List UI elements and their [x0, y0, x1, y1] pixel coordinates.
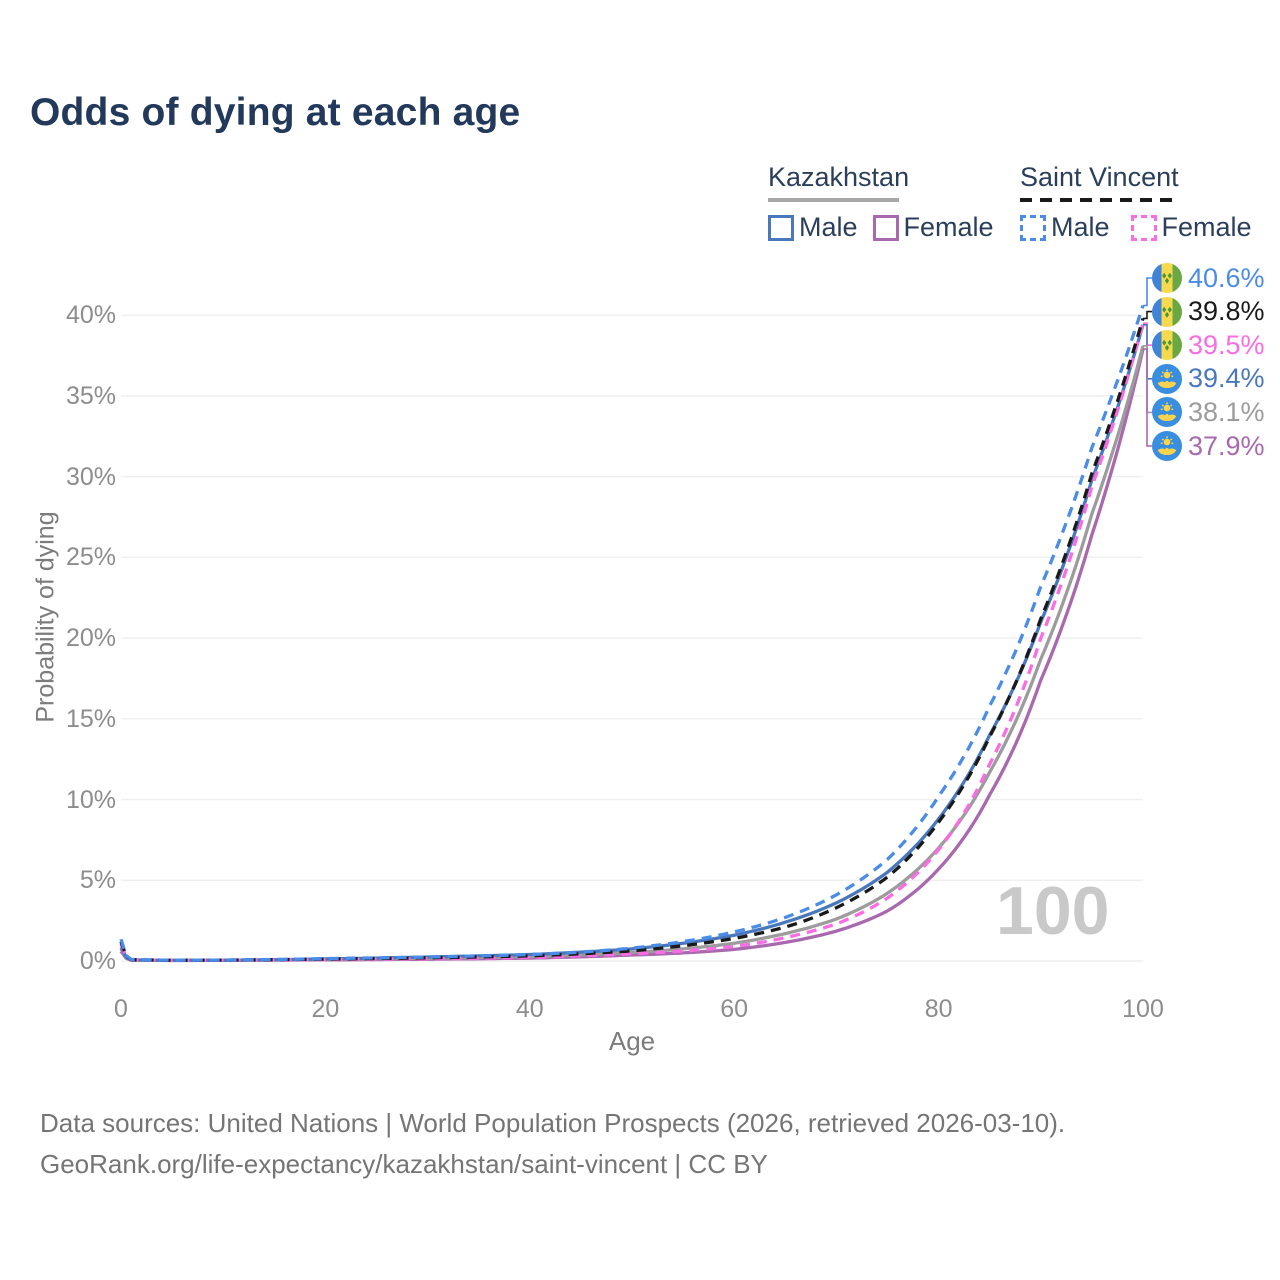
x-tick-label: 0 — [114, 995, 128, 1023]
legend-item-label: Female — [1161, 212, 1252, 242]
end-label-connector — [1143, 348, 1152, 447]
x-tick-label: 40 — [515, 995, 544, 1023]
x-tick-label: 20 — [311, 995, 340, 1023]
end-label-value: 39.5% — [1188, 329, 1265, 360]
end-label-value: 38.1% — [1188, 396, 1265, 427]
kazakhstan-male-swatch — [768, 214, 794, 241]
saint-vincent-male-swatch — [1020, 214, 1046, 241]
end-label-value: 40.6% — [1188, 262, 1265, 293]
attribution-text: GeoRank.org/life-expectancy/kazakhstan/s… — [40, 1149, 768, 1179]
end-label-kazakhstan: 38.1% — [1152, 396, 1265, 428]
legend-group-kazakhstan: Kazakhstan Male Female — [768, 162, 994, 243]
end-label-kazakhstan-female: 37.9% — [1152, 431, 1265, 461]
y-tick-label: 10% — [65, 785, 116, 814]
saint-vincent-flag-icon — [1152, 296, 1182, 327]
series-line-saint-vincent — [119, 317, 1145, 962]
saint-vincent-flag-icon — [1152, 330, 1182, 361]
series-line-saint-vincent-female — [119, 322, 1145, 963]
x-tick-label: 100 — [1122, 995, 1164, 1023]
series-line-kazakhstan-male — [119, 324, 1145, 963]
x-axis-title: Age — [608, 1026, 656, 1056]
series-line-kazakhstan — [119, 345, 1145, 963]
kazakhstan-female-swatch — [872, 214, 899, 241]
x-tick-label: 80 — [924, 995, 953, 1023]
legend-item-kazakhstan-female[interactable]: Female — [872, 212, 994, 243]
kazakhstan-flag-icon — [1152, 363, 1182, 394]
series-line-saint-vincent-male — [119, 304, 1145, 962]
kazakhstan-flag-icon — [1152, 397, 1182, 428]
end-label-saint-vincent-female: 39.5% — [1152, 329, 1265, 361]
legend-item-saint-vincent-male[interactable]: Male — [1020, 212, 1110, 243]
end-label-value: 37.9% — [1188, 430, 1265, 461]
y-tick-label: 25% — [65, 543, 116, 572]
y-tick-label: 0% — [79, 947, 116, 975]
legend-item-saint-vincent-female[interactable]: Female — [1130, 212, 1252, 243]
legend-item-label: Male — [799, 212, 858, 242]
y-tick-label: 40% — [65, 301, 116, 330]
saint-vincent-female-swatch — [1130, 214, 1157, 241]
legend-item-label: Female — [903, 212, 994, 242]
legend-item-kazakhstan-male[interactable]: Male — [768, 212, 858, 243]
end-label-connector — [1143, 277, 1152, 307]
kazakhstan-flag-icon — [1152, 431, 1182, 461]
end-label-saint-vincent-male: 40.6% — [1152, 263, 1265, 293]
legend-item-label: Male — [1051, 212, 1110, 242]
series-line-kazakhstan-female — [119, 348, 1145, 963]
end-label-value: 39.4% — [1188, 363, 1265, 394]
legend-country-saint-vincent[interactable]: Saint Vincent — [1020, 162, 1179, 192]
end-label-kazakhstan-male: 39.4% — [1152, 363, 1265, 394]
legend-country-kazakhstan[interactable]: Kazakhstan — [768, 162, 910, 192]
y-tick-label: 35% — [65, 381, 116, 410]
saint-vincent-flag-icon — [1152, 263, 1182, 293]
end-label-connector — [1143, 310, 1152, 320]
end-label-value: 39.8% — [1188, 296, 1265, 327]
legend-group-saint-vincent: Saint Vincent Male Female — [1020, 162, 1252, 243]
end-label-saint-vincent: 39.8% — [1152, 296, 1265, 327]
y-tick-label: 5% — [79, 866, 116, 895]
saint-vincent-linestyle-swatch — [1020, 198, 1177, 202]
y-tick-label: 15% — [65, 704, 116, 733]
x-tick-label: 60 — [720, 995, 749, 1023]
y-tick-label: 30% — [65, 462, 116, 491]
kazakhstan-linestyle-swatch — [768, 198, 899, 202]
data-sources-text: Data sources: United Nations | World Pop… — [40, 1108, 1066, 1138]
age-watermark: 100 — [996, 873, 1110, 949]
page-title: Odds of dying at each age — [30, 91, 521, 134]
y-tick-label: 20% — [65, 624, 116, 653]
